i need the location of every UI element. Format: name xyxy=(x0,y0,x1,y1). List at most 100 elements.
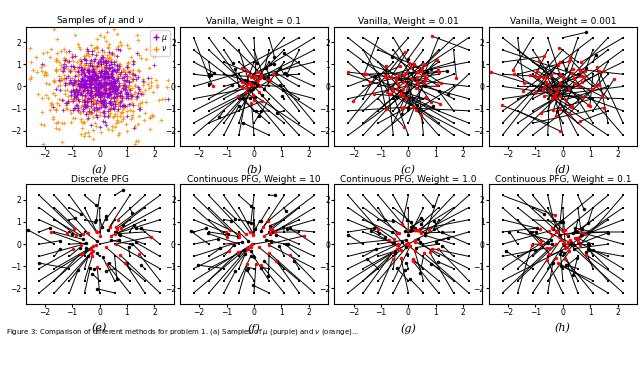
Point xyxy=(100,82,111,89)
Point xyxy=(95,56,105,62)
Point xyxy=(96,98,106,104)
Point xyxy=(109,98,120,104)
Point xyxy=(108,87,118,93)
Point xyxy=(88,127,99,133)
Point xyxy=(84,60,95,66)
Point xyxy=(81,98,92,104)
Point xyxy=(86,74,97,80)
Point xyxy=(92,114,102,120)
Point xyxy=(72,64,83,70)
Point xyxy=(106,100,116,106)
Point xyxy=(90,78,100,84)
Point xyxy=(91,83,101,89)
Point xyxy=(65,75,75,81)
Point xyxy=(83,115,93,121)
Point xyxy=(90,71,100,77)
Point xyxy=(110,86,120,92)
Point xyxy=(131,94,141,100)
Point xyxy=(83,105,93,111)
Point xyxy=(70,93,81,99)
Point xyxy=(84,110,94,116)
Point xyxy=(81,130,91,136)
Point xyxy=(134,52,144,58)
Point xyxy=(111,120,121,126)
Point xyxy=(58,61,68,67)
Point xyxy=(84,70,94,76)
Text: (d): (d) xyxy=(555,165,571,176)
Point xyxy=(93,60,104,66)
Point xyxy=(100,97,110,103)
Point xyxy=(68,115,78,121)
Point xyxy=(72,69,83,75)
Point xyxy=(68,89,79,95)
Point xyxy=(79,98,89,104)
Point xyxy=(37,95,47,101)
Point xyxy=(63,66,73,72)
Point xyxy=(76,71,86,77)
Point xyxy=(119,77,129,83)
Point xyxy=(72,80,82,86)
Point xyxy=(63,99,74,105)
Point xyxy=(95,94,105,100)
Point xyxy=(66,96,76,102)
Point xyxy=(54,59,64,65)
Point xyxy=(82,89,92,95)
Point xyxy=(106,80,116,86)
Point xyxy=(69,79,79,85)
Point xyxy=(143,81,153,87)
Point xyxy=(79,62,89,68)
Point xyxy=(93,77,104,83)
Point xyxy=(106,75,116,81)
Point xyxy=(83,95,93,101)
Point xyxy=(88,66,98,72)
Point xyxy=(72,105,82,111)
Point xyxy=(96,82,106,88)
Point xyxy=(100,90,111,96)
Point xyxy=(92,97,102,103)
Point xyxy=(109,82,119,88)
Point xyxy=(106,65,116,71)
Point xyxy=(93,79,104,85)
Point xyxy=(92,87,102,93)
Point xyxy=(109,93,120,100)
Point xyxy=(99,75,109,81)
Point xyxy=(66,110,76,116)
Point xyxy=(48,104,58,110)
Point xyxy=(138,90,148,97)
Point xyxy=(45,107,55,113)
Point xyxy=(103,93,113,99)
Point xyxy=(95,91,106,97)
Point xyxy=(174,40,184,46)
Point xyxy=(133,90,143,96)
Point xyxy=(108,78,118,84)
Point xyxy=(83,68,93,74)
Point xyxy=(93,59,104,65)
Point xyxy=(109,94,119,100)
Point xyxy=(68,53,78,59)
Point xyxy=(118,77,129,83)
Point xyxy=(126,116,136,122)
Point xyxy=(100,90,110,96)
Point xyxy=(92,66,102,73)
Point xyxy=(81,80,91,86)
Point xyxy=(100,81,111,87)
Point xyxy=(54,101,64,108)
Point xyxy=(103,108,113,114)
Point xyxy=(77,83,87,89)
Point xyxy=(127,108,138,114)
Point xyxy=(60,87,70,93)
Point xyxy=(78,88,88,94)
Point xyxy=(81,89,92,95)
Point xyxy=(118,94,129,100)
Point xyxy=(95,70,105,76)
Point xyxy=(111,82,122,89)
Point xyxy=(41,72,51,78)
Point xyxy=(73,97,83,103)
Point xyxy=(126,54,136,60)
Point xyxy=(76,82,86,89)
Point xyxy=(64,57,74,63)
Point xyxy=(82,67,92,73)
Point xyxy=(84,90,95,96)
Point xyxy=(90,84,100,90)
Point xyxy=(77,66,87,72)
